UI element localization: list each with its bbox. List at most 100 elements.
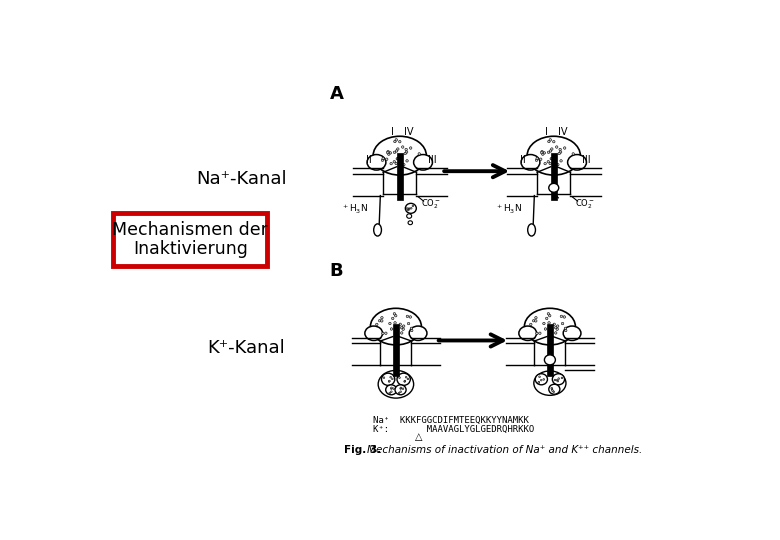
Circle shape xyxy=(558,378,559,380)
Text: $^+$H$_3$N: $^+$H$_3$N xyxy=(341,203,368,216)
Text: B: B xyxy=(330,262,343,280)
Circle shape xyxy=(396,328,399,330)
Circle shape xyxy=(383,377,385,379)
Circle shape xyxy=(390,328,392,330)
Circle shape xyxy=(410,327,413,329)
Circle shape xyxy=(551,158,553,160)
Circle shape xyxy=(552,140,555,143)
Circle shape xyxy=(397,158,399,160)
Ellipse shape xyxy=(410,326,427,340)
Circle shape xyxy=(550,158,552,160)
Circle shape xyxy=(400,332,403,334)
Ellipse shape xyxy=(397,373,410,386)
Circle shape xyxy=(399,157,402,159)
Circle shape xyxy=(378,320,381,322)
Circle shape xyxy=(543,152,545,154)
Circle shape xyxy=(538,381,540,383)
Circle shape xyxy=(400,327,402,329)
Circle shape xyxy=(548,313,550,315)
Ellipse shape xyxy=(408,221,413,225)
Circle shape xyxy=(400,387,402,389)
Circle shape xyxy=(395,163,398,165)
Ellipse shape xyxy=(367,154,386,170)
Text: Inaktivierung: Inaktivierung xyxy=(133,240,248,258)
Circle shape xyxy=(554,158,556,161)
Circle shape xyxy=(555,146,558,148)
Ellipse shape xyxy=(406,214,412,218)
Circle shape xyxy=(376,323,378,326)
Circle shape xyxy=(563,316,566,318)
Circle shape xyxy=(412,205,413,207)
Circle shape xyxy=(391,388,392,389)
Circle shape xyxy=(385,158,388,160)
Circle shape xyxy=(382,157,385,160)
Circle shape xyxy=(551,390,553,392)
Text: I: I xyxy=(544,127,548,137)
Circle shape xyxy=(556,325,559,327)
Circle shape xyxy=(402,164,405,166)
Circle shape xyxy=(395,314,397,317)
Ellipse shape xyxy=(373,136,427,175)
Ellipse shape xyxy=(524,308,576,345)
Circle shape xyxy=(562,322,564,325)
Ellipse shape xyxy=(552,374,565,385)
Circle shape xyxy=(405,148,407,151)
Ellipse shape xyxy=(563,326,581,340)
Ellipse shape xyxy=(549,384,560,394)
Ellipse shape xyxy=(395,385,406,395)
Circle shape xyxy=(541,151,543,154)
Text: K⁺-Kanal: K⁺-Kanal xyxy=(207,339,285,357)
Circle shape xyxy=(402,388,404,389)
Text: II: II xyxy=(367,155,372,165)
Circle shape xyxy=(388,381,390,382)
Ellipse shape xyxy=(413,154,432,170)
Circle shape xyxy=(393,160,395,163)
Circle shape xyxy=(533,320,535,322)
Circle shape xyxy=(551,388,553,390)
Ellipse shape xyxy=(370,308,421,345)
Text: CO$_2^-$: CO$_2^-$ xyxy=(575,197,595,211)
Circle shape xyxy=(555,185,557,187)
Circle shape xyxy=(393,313,395,315)
Ellipse shape xyxy=(528,224,535,236)
Circle shape xyxy=(553,391,555,393)
Circle shape xyxy=(381,159,384,161)
Circle shape xyxy=(534,320,537,322)
Circle shape xyxy=(536,332,538,335)
Bar xyxy=(397,153,402,200)
Circle shape xyxy=(550,186,551,188)
Circle shape xyxy=(418,153,420,155)
Ellipse shape xyxy=(374,224,381,236)
Circle shape xyxy=(410,316,412,318)
Circle shape xyxy=(553,323,555,326)
Circle shape xyxy=(548,140,550,143)
Circle shape xyxy=(399,392,400,394)
Circle shape xyxy=(563,147,566,149)
Circle shape xyxy=(406,160,408,162)
Text: K⁺:       MAAVAGLYGLGEDRQHRKKO: K⁺: MAAVAGLYGLGEDRQHRKKO xyxy=(373,426,534,434)
Circle shape xyxy=(559,148,562,151)
Circle shape xyxy=(530,323,532,326)
Text: Fig. 3.: Fig. 3. xyxy=(344,445,381,455)
Text: △: △ xyxy=(415,431,423,442)
Circle shape xyxy=(387,151,389,154)
Circle shape xyxy=(550,357,552,359)
Circle shape xyxy=(554,379,555,381)
Bar xyxy=(547,325,553,376)
Circle shape xyxy=(387,151,389,153)
Ellipse shape xyxy=(568,154,587,170)
Circle shape xyxy=(381,332,384,335)
Circle shape xyxy=(556,380,558,381)
Circle shape xyxy=(543,322,545,325)
Circle shape xyxy=(394,328,396,330)
Text: Mechanismen der: Mechanismen der xyxy=(112,221,268,239)
Circle shape xyxy=(406,151,408,153)
Circle shape xyxy=(554,157,556,159)
Circle shape xyxy=(399,323,402,326)
Circle shape xyxy=(390,376,392,378)
Circle shape xyxy=(564,327,566,329)
Circle shape xyxy=(549,163,551,165)
Circle shape xyxy=(396,148,399,150)
Circle shape xyxy=(392,317,394,320)
Text: A: A xyxy=(330,85,343,103)
